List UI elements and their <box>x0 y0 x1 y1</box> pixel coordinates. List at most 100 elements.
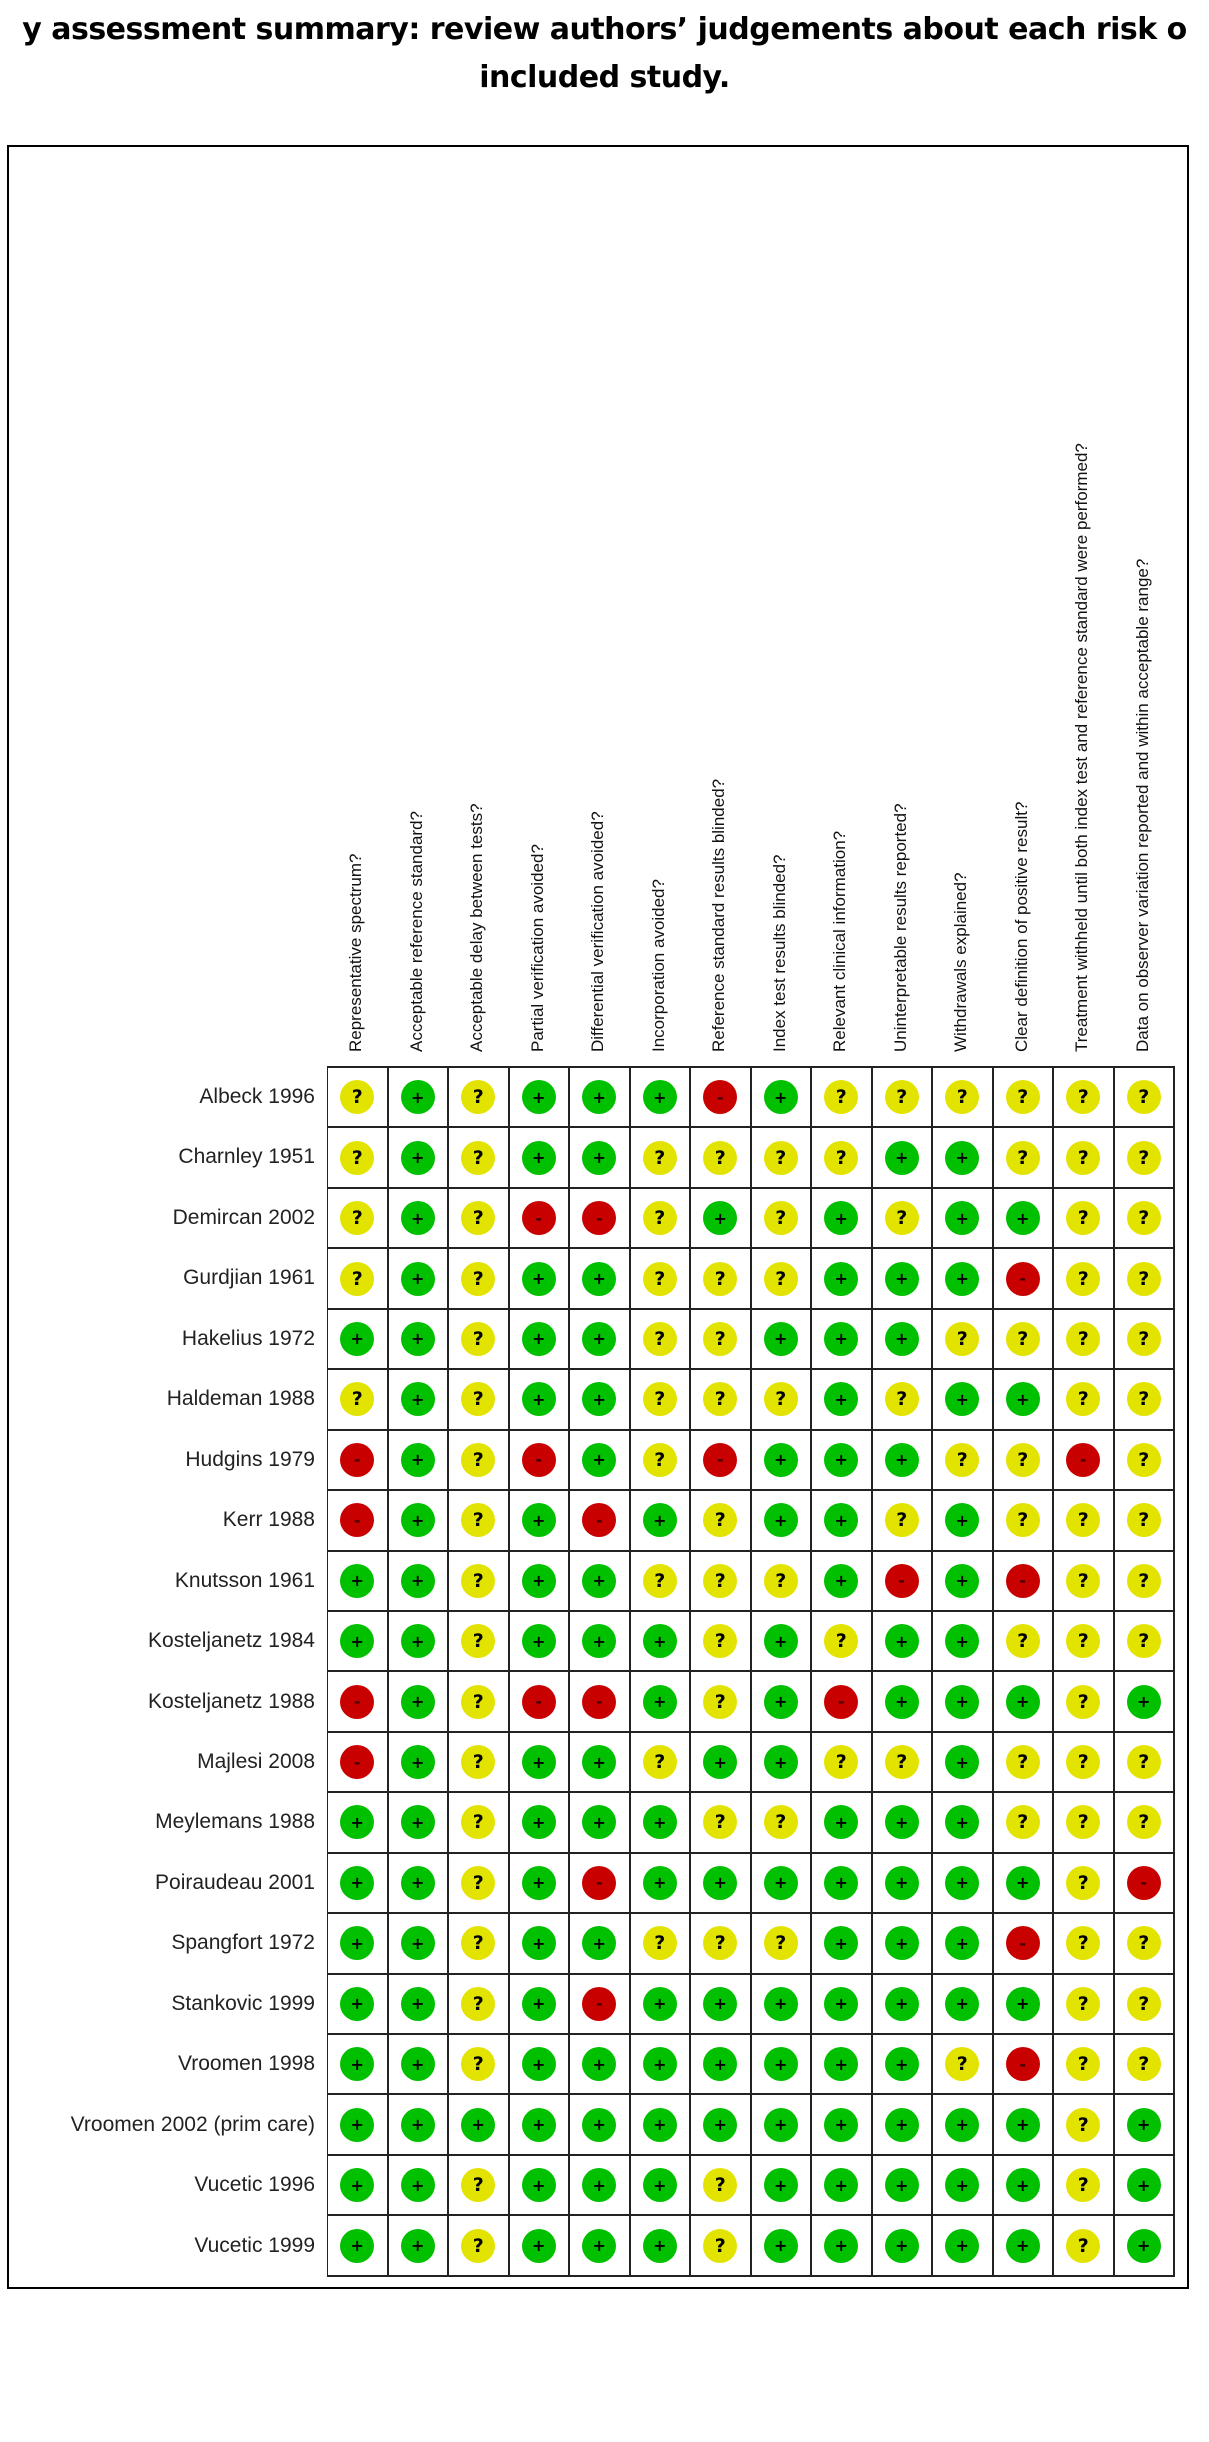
judgement-cell: + <box>388 1551 449 1612</box>
plus-circle-icon: + <box>1126 1684 1161 1719</box>
question-circle-icon: ? <box>703 1805 738 1840</box>
judgement-cell: + <box>570 1551 631 1612</box>
judgement-cell: - <box>328 1491 389 1552</box>
judgement-cell: ? <box>1114 1370 1175 1431</box>
judgement-cell: + <box>872 1974 933 2035</box>
table-row: + +? + + +?? + + +??? <box>328 1793 1175 1854</box>
table-row: + +? + + +? + + + + +? + <box>328 2155 1175 2217</box>
judgement-cell: + <box>388 2155 449 2217</box>
plus-circle-icon: + <box>763 1684 798 1719</box>
judgement-cell: - <box>1114 1853 1175 1915</box>
judgement-cell: ? <box>751 1128 812 1189</box>
plus-circle-icon: + <box>400 1926 435 1961</box>
question-circle-icon: ? <box>703 2168 738 2203</box>
question-circle-icon: ? <box>1126 1382 1161 1417</box>
judgement-cell: ? <box>1114 1732 1175 1794</box>
judgement-cell: + <box>1114 1672 1175 1733</box>
judgement-cell: ? <box>691 1249 752 1310</box>
minus-circle-icon: - <box>582 1986 617 2021</box>
minus-circle-icon: - <box>521 1442 556 1477</box>
judgement-cell: + <box>691 2095 752 2156</box>
judgement-cell: + <box>812 2155 873 2217</box>
plus-circle-icon: + <box>400 2228 435 2263</box>
judgement-cell: + <box>328 2216 389 2277</box>
minus-circle-icon: - <box>582 1865 617 1900</box>
judgement-cell: + <box>872 1309 933 1371</box>
study-label: Kerr 1988 <box>222 1508 315 1532</box>
plus-circle-icon: + <box>1126 2168 1161 2203</box>
judgement-cell: - <box>993 1914 1054 1975</box>
plus-circle-icon: + <box>582 1624 617 1659</box>
question-circle-icon: ? <box>461 2228 496 2263</box>
plus-circle-icon: + <box>945 2107 980 2142</box>
judgement-cell: ? <box>872 1188 933 1250</box>
judgement-cell: ? <box>449 1732 510 1794</box>
judgement-cell: + <box>509 1551 570 1612</box>
plus-circle-icon: + <box>521 2228 556 2263</box>
judgement-cell: ? <box>1114 1249 1175 1310</box>
judgement-cell: - <box>509 1430 570 1492</box>
plus-circle-icon: + <box>400 1503 435 1538</box>
plus-circle-icon: + <box>582 2047 617 2082</box>
judgement-cell: ? <box>1054 1491 1115 1552</box>
question-circle-icon: ? <box>1005 1140 1040 1175</box>
question-circle-icon: ? <box>461 1321 496 1356</box>
judgement-cell: + <box>328 1551 389 1612</box>
minus-circle-icon: - <box>582 1201 617 1236</box>
plus-circle-icon: + <box>642 2228 677 2263</box>
question-circle-icon: ? <box>1126 1926 1161 1961</box>
judgement-cell: + <box>751 2155 812 2217</box>
judgement-cell: + <box>812 2035 873 2096</box>
question-circle-icon: ? <box>1126 1745 1161 1780</box>
plus-circle-icon: + <box>884 2228 919 2263</box>
question-circle-icon: ? <box>945 1080 980 1115</box>
judgement-cell: + <box>812 1914 873 1975</box>
judgement-cell: ? <box>1054 1974 1115 2035</box>
judgement-cell: + <box>570 1732 631 1794</box>
question-circle-icon: ? <box>461 1986 496 2021</box>
plus-circle-icon: + <box>824 1261 859 1296</box>
judgement-cell: + <box>812 1793 873 1854</box>
judgement-cell: + <box>933 1370 994 1431</box>
judgement-cell: ? <box>812 1068 873 1129</box>
judgement-cell: + <box>509 1128 570 1189</box>
plus-circle-icon: + <box>642 1503 677 1538</box>
judgement-cell: ? <box>328 1249 389 1310</box>
judgement-cell: ? <box>812 1128 873 1189</box>
judgement-cell: ? <box>328 1128 389 1189</box>
plus-circle-icon: + <box>400 1865 435 1900</box>
judgement-cell: - <box>509 1672 570 1733</box>
table-row: + +? + +??? + - + -?? <box>328 1551 1175 1612</box>
plus-circle-icon: + <box>400 1442 435 1477</box>
table-row: + + + + + + + + + + + +? + <box>328 2095 1175 2156</box>
plus-circle-icon: + <box>763 1080 798 1115</box>
plus-circle-icon: + <box>521 1140 556 1175</box>
question-circle-icon: ? <box>1005 1624 1040 1659</box>
judgement-cell: + <box>570 2216 631 2277</box>
judgement-cell: ? <box>691 1611 752 1673</box>
judgement-cell: + <box>388 1732 449 1794</box>
plus-circle-icon: + <box>945 1140 980 1175</box>
plus-circle-icon: + <box>1126 2228 1161 2263</box>
plus-circle-icon: + <box>945 1624 980 1659</box>
question-circle-icon: ? <box>461 1926 496 1961</box>
judgement-cell: + <box>630 1491 691 1552</box>
judgement-cell: + <box>509 1732 570 1794</box>
judgement-cell: + <box>751 2216 812 2277</box>
judgement-cell: - <box>570 1188 631 1250</box>
plus-circle-icon: + <box>521 1986 556 2021</box>
judgement-cell: + <box>993 1974 1054 2035</box>
judgement-cell: ? <box>449 1188 510 1250</box>
table-row: + +? + + +? + + + + +? + <box>328 2216 1175 2277</box>
judgement-cell: ? <box>691 1370 752 1431</box>
judgement-cell: + <box>388 1914 449 1975</box>
question-circle-icon: ? <box>703 1563 738 1598</box>
table-row: ? +? + +??? +? + +?? <box>328 1370 1175 1431</box>
study-label: Gurdjian 1961 <box>183 1266 315 1290</box>
column-header-label: Acceptable reference standard? <box>406 811 426 1052</box>
judgement-cell: ? <box>691 1309 752 1371</box>
question-circle-icon: ? <box>703 2228 738 2263</box>
judgement-cell: + <box>933 2095 994 2156</box>
judgement-cell: ? <box>1054 1914 1115 1975</box>
question-circle-icon: ? <box>1126 1563 1161 1598</box>
